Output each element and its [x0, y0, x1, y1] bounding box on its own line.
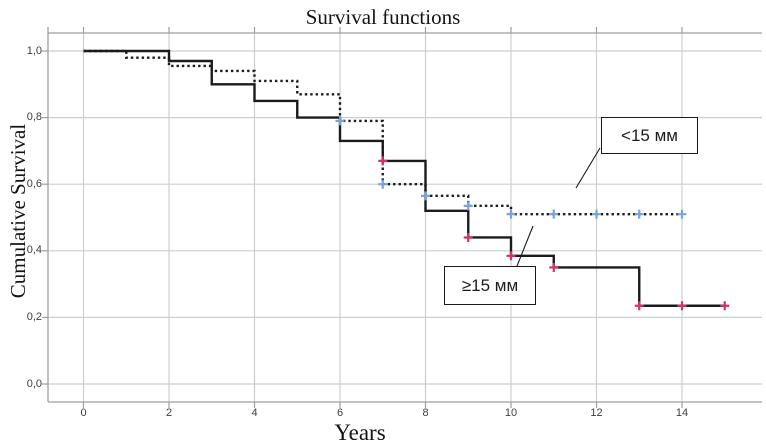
x-tick-label: 8 — [422, 407, 429, 419]
x-tick-label: 6 — [336, 407, 344, 419]
survival-curve-lt15 — [83, 49, 682, 216]
censor-mark-lt15 — [463, 201, 473, 211]
survival-curve-ge15 — [83, 49, 725, 307]
censor-mark-lt15 — [335, 116, 345, 126]
callout-ge15-leader-line — [516, 225, 534, 267]
censor-mark-ge15 — [634, 301, 644, 311]
censor-mark-ge15 — [463, 232, 473, 242]
y-tick-label: 0,4 — [26, 244, 42, 257]
x-tick-label: 0 — [80, 407, 87, 419]
censor-mark-lt15 — [592, 209, 601, 219]
censor-mark-lt15 — [677, 209, 687, 219]
censor-mark-lt15 — [549, 209, 559, 219]
callout-lt15-label: <15 мм — [621, 125, 678, 145]
censor-mark-ge15 — [720, 301, 730, 311]
censor-mark-lt15 — [506, 209, 516, 219]
y-tick-label: 1,0 — [26, 44, 42, 57]
censor-mark-ge15 — [378, 156, 388, 166]
y-tick-label: 0,6 — [26, 177, 42, 190]
x-tick-label: 4 — [251, 407, 258, 419]
callout-box-ge15: ≥15 мм — [444, 266, 536, 305]
censor-mark-ge15 — [677, 301, 687, 311]
x-tick-label: 2 — [165, 407, 173, 419]
chart-title: Survival functions — [305, 5, 461, 29]
callout-box-lt15: <15 мм — [601, 117, 698, 154]
callout-lt15-leader-line — [575, 147, 601, 189]
y-axis-label: Cumulative Survival — [6, 123, 30, 299]
censor-mark-lt15 — [421, 191, 430, 201]
censor-mark-ge15 — [506, 251, 516, 261]
x-tick-label: 14 — [675, 407, 689, 419]
censor-mark-lt15 — [378, 179, 388, 189]
censor-mark-ge15 — [549, 262, 559, 272]
y-tick-label: 0,0 — [26, 377, 42, 390]
y-tick-label: 0,2 — [26, 310, 42, 323]
callout-ge15-label: ≥15 мм — [461, 275, 519, 295]
censor-mark-lt15 — [634, 209, 644, 219]
x-tick-label: 12 — [590, 407, 603, 419]
x-tick-label: 10 — [504, 407, 518, 419]
x-axis-label: Years — [334, 420, 386, 445]
y-tick-label: 0,8 — [26, 111, 42, 124]
